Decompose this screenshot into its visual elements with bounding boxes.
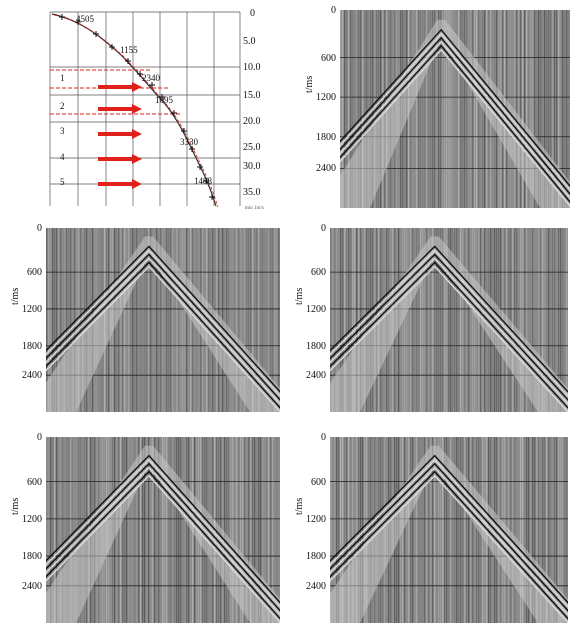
panel-b-tick-4: 2400 (22, 370, 42, 382)
panel-d-tick-3: 1800 (22, 551, 42, 563)
seismic-image-a (340, 10, 570, 208)
seismic-panel-e (330, 437, 568, 623)
panel-a-tick-4: 2400 (316, 163, 336, 175)
velocity-depth-panel: 4505 1155 2340 1095 3330 1488 1 2 3 4 5 … (40, 6, 285, 211)
velocity-depth-svg: 4505 1155 2340 1095 3330 1488 1 2 3 4 5 … (49, 8, 264, 211)
seismic-image-e (330, 437, 568, 623)
panel-a-tick-0: 0 (331, 5, 336, 16)
velocity-label-5: 3330 (180, 137, 199, 147)
velocity-curve (51, 13, 217, 207)
seismic-image-b (46, 228, 280, 412)
panel-d-tick-2: 1200 (22, 513, 42, 525)
layer-number-1: 1 (60, 73, 65, 83)
depth-tick-6: 30.0 (243, 161, 261, 172)
velocity-label-3: 2340 (142, 73, 161, 83)
layer-number-3: 3 (60, 126, 65, 136)
panel-c-tick-0: 0 (321, 223, 326, 234)
panel-b-tick-2: 1200 (22, 303, 42, 315)
panel-c-y-title: t/ms (294, 288, 305, 306)
panel-a-y-title: t/ms (304, 75, 315, 94)
depth-tick-0: 0 (250, 8, 255, 19)
panel-a-tick-2: 1200 (316, 92, 336, 104)
panel-d-tick-0: 0 (37, 432, 42, 443)
velocity-label-1: 4505 (76, 14, 95, 24)
panel-e-tick-4: 2400 (306, 580, 326, 592)
panel-a-tick-3: 1800 (316, 131, 336, 143)
velocity-label-4: 1095 (155, 95, 174, 105)
data-markers (59, 14, 215, 200)
panel-a-tick-1: 600 (321, 52, 336, 64)
corner-note: min 1m/s (245, 206, 264, 211)
panel-d-y-title: t/ms (10, 497, 21, 516)
depth-tick-3: 15.0 (243, 90, 261, 101)
depth-tick-7: 35.0 (243, 187, 261, 198)
layer-number-5: 5 (60, 177, 65, 187)
panel-b-tick-3: 1800 (22, 340, 42, 352)
panel-e-tick-0: 0 (321, 432, 326, 443)
depth-tick-4: 20.0 (243, 116, 261, 127)
panel-e-tick-3: 1800 (306, 551, 326, 563)
velocity-label-6: 1488 (194, 176, 213, 186)
panel-e-y-title: t/ms (294, 497, 305, 516)
panel-b-y-title: t/ms (10, 288, 21, 306)
seismic-panel-a (340, 10, 570, 208)
panel-c-tick-4: 2400 (306, 370, 326, 382)
seismic-panel-d (46, 437, 280, 623)
seismic-image-c (330, 228, 568, 412)
depth-tick-2: 10.0 (243, 62, 261, 73)
panel-c-tick-1: 600 (311, 267, 326, 279)
seismic-image-d (46, 437, 280, 623)
panel-d-tick-1: 600 (27, 476, 42, 488)
panel-c-tick-2: 1200 (306, 303, 326, 315)
panel-c-tick-3: 1800 (306, 340, 326, 352)
layer-number-2: 2 (60, 101, 65, 111)
red-arrows (98, 82, 142, 189)
panel-b-tick-1: 600 (27, 267, 42, 279)
panel-b-tick-0: 0 (37, 223, 42, 234)
panel-d-tick-4: 2400 (22, 580, 42, 592)
panel-e-tick-2: 1200 (306, 513, 326, 525)
seismic-panel-b (46, 228, 280, 412)
panel-e-tick-1: 600 (311, 476, 326, 488)
depth-tick-1: 5.0 (243, 36, 256, 47)
seismic-panel-c (330, 228, 568, 412)
depth-tick-5: 25.0 (243, 142, 261, 153)
layer-number-4: 4 (60, 152, 65, 162)
velocity-label-2: 1155 (120, 45, 138, 55)
